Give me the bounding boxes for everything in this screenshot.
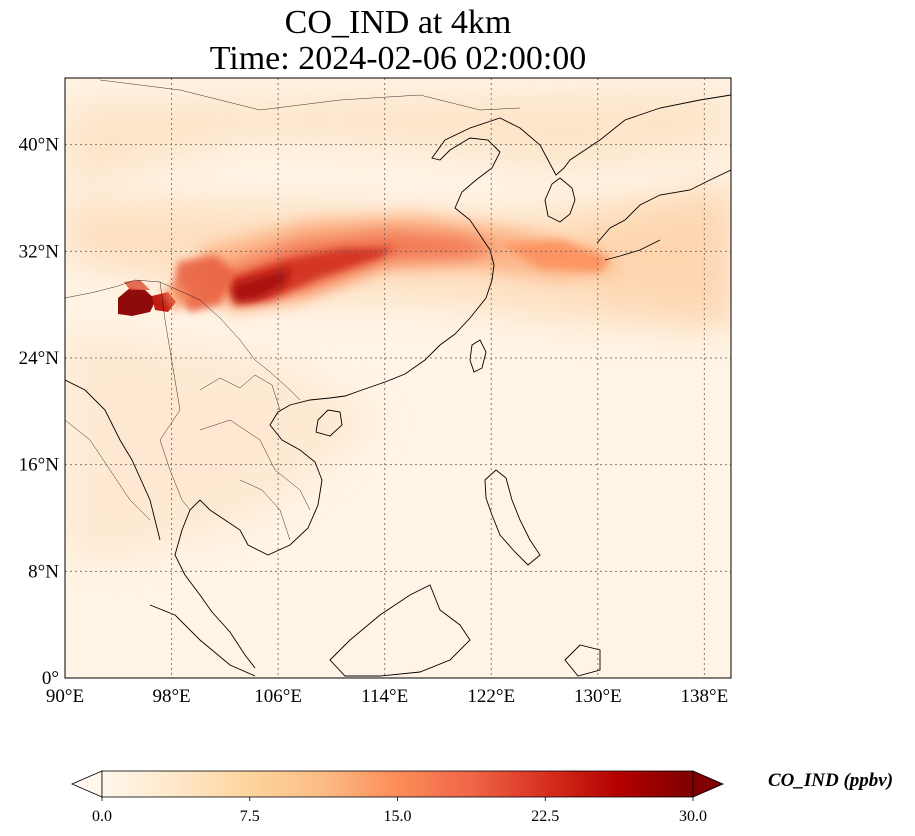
lon-tick-label: 98°E	[152, 686, 190, 707]
colorbar-label: CO_IND (ppbv)	[768, 770, 894, 791]
lat-tick-label: 0°	[42, 668, 59, 689]
colorbar-extend-max	[692, 770, 725, 798]
country-borders	[65, 79, 521, 541]
lon-ticks: 90°E 98°E 106°E 114°E 122°E 130°E 138°E	[46, 686, 728, 707]
colorbar-gradient	[101, 770, 694, 798]
map-title: CO_IND at 4km	[284, 4, 512, 41]
lon-tick-label: 138°E	[681, 686, 729, 707]
lon-tick-label: 90°E	[46, 686, 84, 707]
coastlines	[65, 94, 731, 677]
colorbar: 0.0 7.5 15.0 22.5 30.0	[70, 770, 725, 825]
lat-tick-label: 8°N	[28, 561, 59, 582]
colorbar-extend-min	[70, 770, 103, 798]
colorbar-tick-label: 22.5	[531, 808, 559, 825]
co-concentration-field	[65, 90, 731, 560]
hotspot-myanmar	[118, 288, 156, 316]
gridlines	[65, 78, 731, 678]
colorbar-tick-label: 30.0	[679, 808, 707, 825]
colorbar-tick-label: 15.0	[384, 808, 412, 825]
lat-ticks: 0° 8°N 16°N 24°N 32°N 40°N	[19, 135, 60, 689]
lat-tick-label: 40°N	[19, 135, 60, 156]
colorbar-tick-label: 0.0	[92, 808, 112, 825]
lon-tick-label: 114°E	[361, 686, 408, 707]
lon-tick-label: 106°E	[254, 686, 302, 707]
lon-tick-label: 122°E	[467, 686, 515, 707]
map-panel	[65, 78, 731, 678]
lon-tick-label: 130°E	[574, 686, 622, 707]
colorbar-ticks: 0.0 7.5 15.0 22.5 30.0	[92, 797, 707, 825]
lat-tick-label: 24°N	[19, 348, 60, 369]
map-subtitle-time: Time: 2024-02-06 02:00:00	[209, 40, 587, 77]
colorbar-tick-label: 7.5	[240, 808, 260, 825]
map-frame	[64, 77, 732, 679]
lat-tick-label: 32°N	[19, 241, 60, 262]
lat-tick-label: 16°N	[19, 455, 60, 476]
